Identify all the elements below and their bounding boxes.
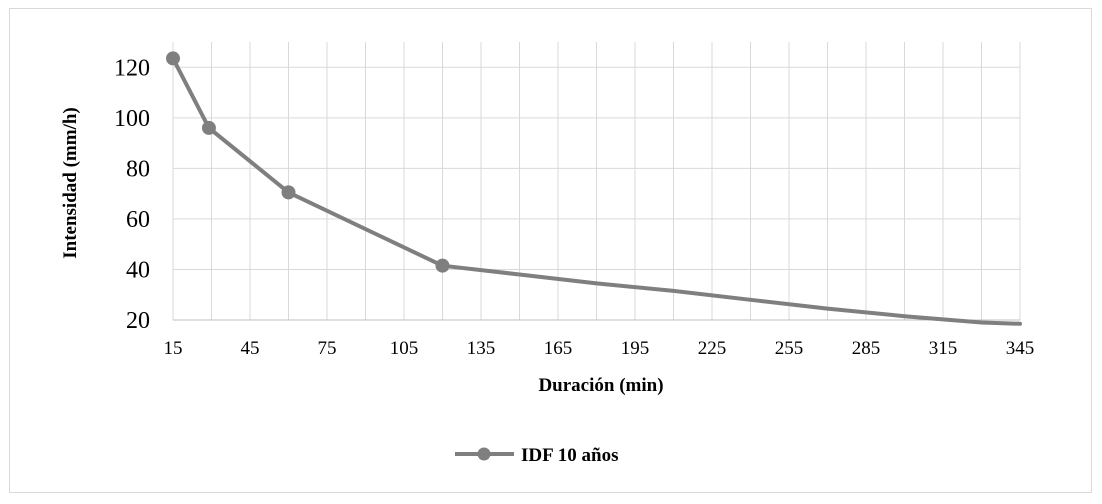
data-point (166, 51, 180, 66)
x-tick-label: 225 (698, 338, 727, 359)
y-tick-label: 80 (126, 156, 150, 182)
data-point (201, 120, 216, 135)
y-tick-label: 20 (126, 308, 150, 334)
y-axis-title: Intensidad (mm/h) (60, 107, 81, 259)
x-axis-ticks: 15 45 75 105 135 165 195 225 255 285 315 345 (164, 338, 1035, 359)
legend-marker (477, 447, 491, 461)
x-tick-label: 315 (929, 338, 958, 359)
x-tick-label: 45 (241, 338, 260, 359)
y-tick-label: 120 (114, 55, 150, 81)
x-tick-label: 195 (621, 338, 650, 359)
data-point (281, 185, 296, 200)
x-tick-label: 105 (390, 338, 419, 359)
grid (172, 42, 1021, 321)
series-layer (166, 51, 1022, 326)
x-tick-label: 165 (544, 338, 573, 359)
x-tick-label: 15 (164, 338, 183, 359)
x-tick-label: 345 (1006, 338, 1035, 359)
y-tick-label: 60 (126, 207, 150, 233)
x-tick-label: 135 (467, 338, 496, 359)
legend: IDF 10 años (455, 445, 618, 466)
x-tick-label: 75 (318, 338, 337, 359)
x-tick-label: 255 (775, 338, 804, 359)
legend-label: IDF 10 años (521, 445, 618, 466)
x-axis-title: Duración (min) (538, 375, 663, 396)
y-tick-label: 100 (114, 106, 150, 132)
data-point (435, 258, 450, 273)
y-axis-ticks: 20 40 60 80 100 120 (114, 55, 150, 334)
series-line (171, 56, 1022, 326)
y-tick-label: 40 (126, 257, 150, 283)
x-tick-label: 285 (852, 338, 881, 359)
